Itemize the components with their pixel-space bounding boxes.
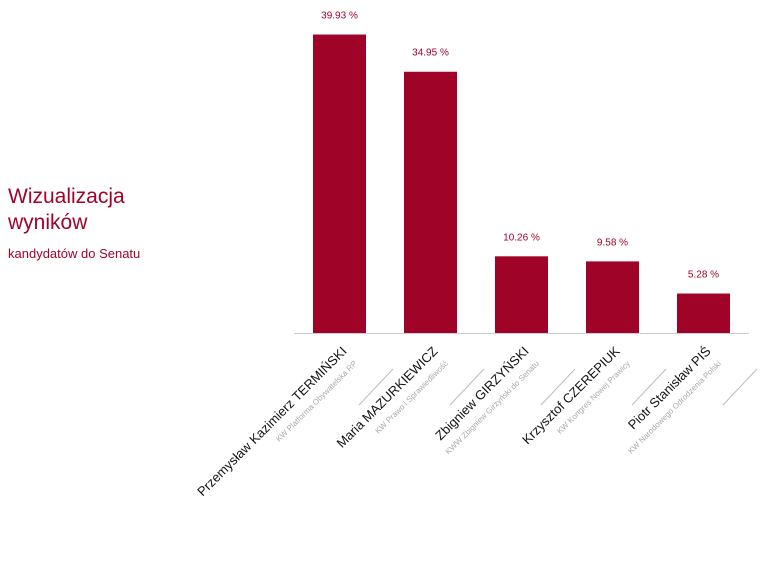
tick-label-2: Maria MAZURKIEWICZ xyxy=(333,343,440,450)
data-label-1: 39.93 % xyxy=(321,11,358,22)
bar-3 xyxy=(495,256,548,333)
bar-1 xyxy=(313,34,366,333)
separator-line-5 xyxy=(722,368,758,406)
tick-label-1: Przemysław Kazimierz TERMIŃSKI xyxy=(194,344,349,499)
data-label-2: 34.95 % xyxy=(412,48,449,59)
chart-subtitle: kandydatów do Senatu xyxy=(8,246,141,261)
data-label-3: 10.26 % xyxy=(503,232,540,243)
bar-5 xyxy=(677,293,730,333)
data-label-5: 5.28 % xyxy=(688,270,719,281)
bar-2 xyxy=(404,71,457,333)
chart-heading: Wizualizacja wyników kandydatów do Senat… xyxy=(8,184,208,261)
chart-title-line1: Wizualizacja xyxy=(8,185,125,208)
tick-label-3: Zbigniew GIRZYŃSKI xyxy=(432,344,531,443)
separator-line-4 xyxy=(631,368,667,406)
bar-4 xyxy=(586,261,639,333)
separator-line-1 xyxy=(358,368,394,406)
separator-line-3 xyxy=(540,368,576,406)
tick-label-4: Krzysztof CZEREPIUK xyxy=(519,343,623,447)
separator-line-2 xyxy=(449,368,485,406)
chart-title: Wizualizacja wyników xyxy=(8,184,208,236)
data-label-4: 9.58 % xyxy=(597,237,628,248)
chart-title-line2: wyników xyxy=(8,211,88,234)
